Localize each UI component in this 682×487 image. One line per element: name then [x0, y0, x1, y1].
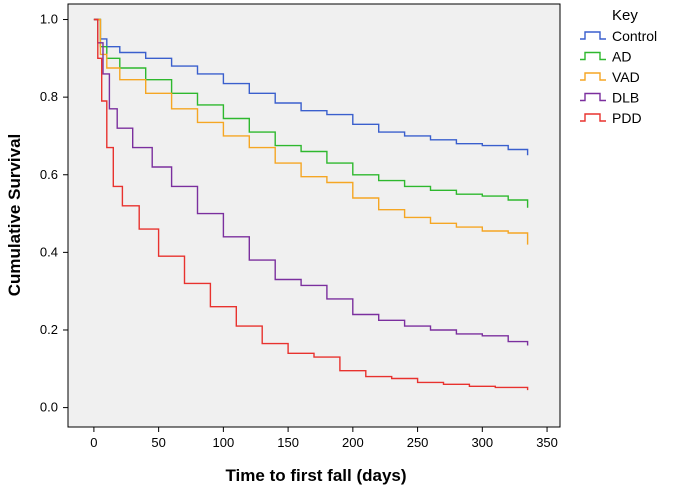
x-tick-label: 0 — [90, 435, 97, 450]
x-tick-label: 150 — [277, 435, 299, 450]
legend-swatch-dlb — [580, 92, 606, 102]
y-tick-label: 0.4 — [40, 244, 58, 259]
y-tick-label: 0.6 — [40, 167, 58, 182]
y-tick-label: 0.0 — [40, 400, 58, 415]
legend-label-dlb: DLB — [612, 90, 639, 106]
x-tick-label: 200 — [342, 435, 364, 450]
series-line-pdd — [93, 18, 529, 391]
x-tick-label: 100 — [213, 435, 235, 450]
legend-label-vad: VAD — [612, 69, 640, 85]
x-tick-label: 250 — [407, 435, 429, 450]
y-tick-label: 0.2 — [40, 322, 58, 337]
legend-label-pdd: PDD — [612, 110, 642, 126]
series-line-vad — [93, 18, 529, 245]
legend-label-control: Control — [612, 28, 657, 44]
y-axis-title: Cumulative Survival — [5, 134, 24, 297]
y-tick-label: 0.8 — [40, 89, 58, 104]
survival-curves — [93, 18, 529, 391]
legend-swatch-vad — [580, 72, 606, 81]
series-line-ad — [93, 18, 529, 208]
x-tick-label: 50 — [151, 435, 165, 450]
series-line-dlb — [93, 18, 529, 346]
y-tick-label: 1.0 — [40, 12, 58, 27]
legend-swatch-pdd — [580, 113, 606, 122]
axes: 0 50 100 150 200 250 300 350 0.0 0.2 0.4 0.6 0.8 1.0 — [40, 12, 558, 450]
legend-title: Key — [612, 7, 638, 24]
legend-label-ad: AD — [612, 49, 631, 65]
legend-swatch-control — [580, 31, 606, 40]
x-tick-label: 300 — [471, 435, 493, 450]
legend-swatch-ad — [580, 51, 606, 61]
legend: Key Control AD VAD DLB PDD — [580, 7, 657, 126]
x-axis-title: Time to first fall (days) — [225, 466, 406, 485]
series-line-control — [93, 18, 529, 156]
x-tick-label: 350 — [536, 435, 558, 450]
